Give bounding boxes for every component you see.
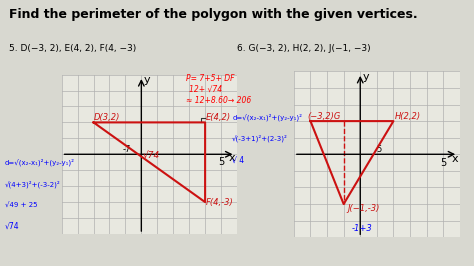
Text: 5. D(−3, 2), E(4, 2), F(4, −3): 5. D(−3, 2), E(4, 2), F(4, −3) <box>9 44 137 53</box>
Text: F(4,-3): F(4,-3) <box>206 198 234 207</box>
Text: Find the perimeter of the polygon with the given vertices.: Find the perimeter of the polygon with t… <box>9 8 418 21</box>
Text: d=√(x₂-x₁)²+(y₂-y₁)²: d=√(x₂-x₁)²+(y₂-y₁)² <box>232 114 302 121</box>
Text: ≈ 12+8.60→ 206: ≈ 12+8.60→ 206 <box>186 96 251 105</box>
Text: J(−1,-3): J(−1,-3) <box>347 204 379 213</box>
Text: y: y <box>363 72 369 82</box>
Text: d=√(x₂-x₁)²+(y₂-y₁)²: d=√(x₂-x₁)²+(y₂-y₁)² <box>5 159 75 167</box>
Text: √74: √74 <box>143 151 160 160</box>
Text: -1+3: -1+3 <box>352 224 373 232</box>
Text: 12+ √74: 12+ √74 <box>189 85 222 94</box>
Text: -7: -7 <box>122 145 130 154</box>
Text: 5: 5 <box>218 157 224 167</box>
Text: E(4,2): E(4,2) <box>206 113 231 122</box>
Text: H(2,2): H(2,2) <box>395 112 421 120</box>
Text: 5: 5 <box>377 145 382 154</box>
Text: 5: 5 <box>440 158 447 168</box>
Text: √49 + 25: √49 + 25 <box>5 202 37 209</box>
Text: √ 4: √ 4 <box>232 155 245 164</box>
Text: √74: √74 <box>5 222 19 231</box>
Text: 6. G(−3, 2), H(2, 2), J(−1, −3): 6. G(−3, 2), H(2, 2), J(−1, −3) <box>237 44 371 53</box>
Text: x: x <box>451 154 458 164</box>
Text: x: x <box>229 153 236 163</box>
Text: D(3,2): D(3,2) <box>93 113 120 122</box>
Text: √(4+3)²+(-3-2)²: √(4+3)²+(-3-2)² <box>5 180 61 188</box>
Text: y: y <box>144 74 150 85</box>
Text: P= 7+5+ DF: P= 7+5+ DF <box>186 74 235 83</box>
Text: √(-3+1)²+(2-3)²: √(-3+1)²+(2-3)² <box>232 135 288 143</box>
Text: (−3,2)G: (−3,2)G <box>307 112 340 120</box>
